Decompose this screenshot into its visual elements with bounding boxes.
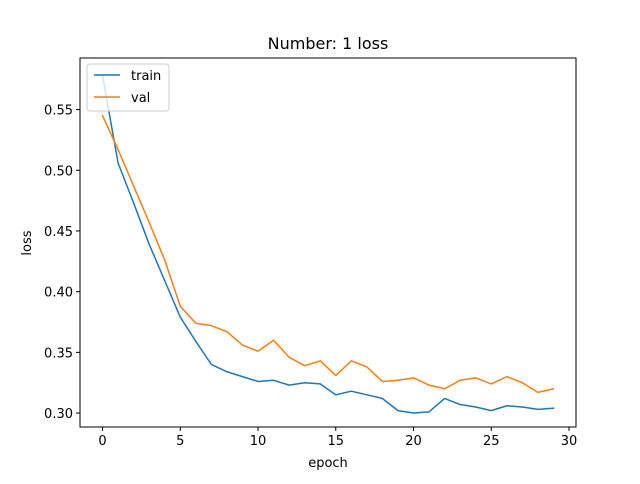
x-tick-label: 10 xyxy=(250,434,267,449)
y-tick-label: 0.35 xyxy=(44,346,73,361)
series-line-val xyxy=(101,114,555,394)
legend-label-val: val xyxy=(131,91,150,106)
x-tick-label: 20 xyxy=(405,434,422,449)
series-line-train xyxy=(101,74,555,414)
y-tick-label: 0.30 xyxy=(44,407,73,422)
x-axis-label: epoch xyxy=(308,456,348,471)
y-tick-label: 0.55 xyxy=(44,104,73,119)
y-tick-label: 0.40 xyxy=(44,286,73,301)
y-tick-label: 0.45 xyxy=(44,225,73,240)
chart-title: Number: 1 loss xyxy=(268,34,389,53)
x-tick-label: 25 xyxy=(483,434,500,449)
x-tick-label: 5 xyxy=(176,434,184,449)
x-tick-label: 0 xyxy=(98,434,106,449)
legend: train val xyxy=(86,63,170,112)
y-axis-label: loss xyxy=(20,230,35,255)
plot-area-frame xyxy=(79,57,577,428)
legend-label-train: train xyxy=(131,69,161,84)
x-tick-label: 15 xyxy=(328,434,345,449)
x-tick-label: 30 xyxy=(561,434,578,449)
y-tick-label: 0.50 xyxy=(44,164,73,179)
